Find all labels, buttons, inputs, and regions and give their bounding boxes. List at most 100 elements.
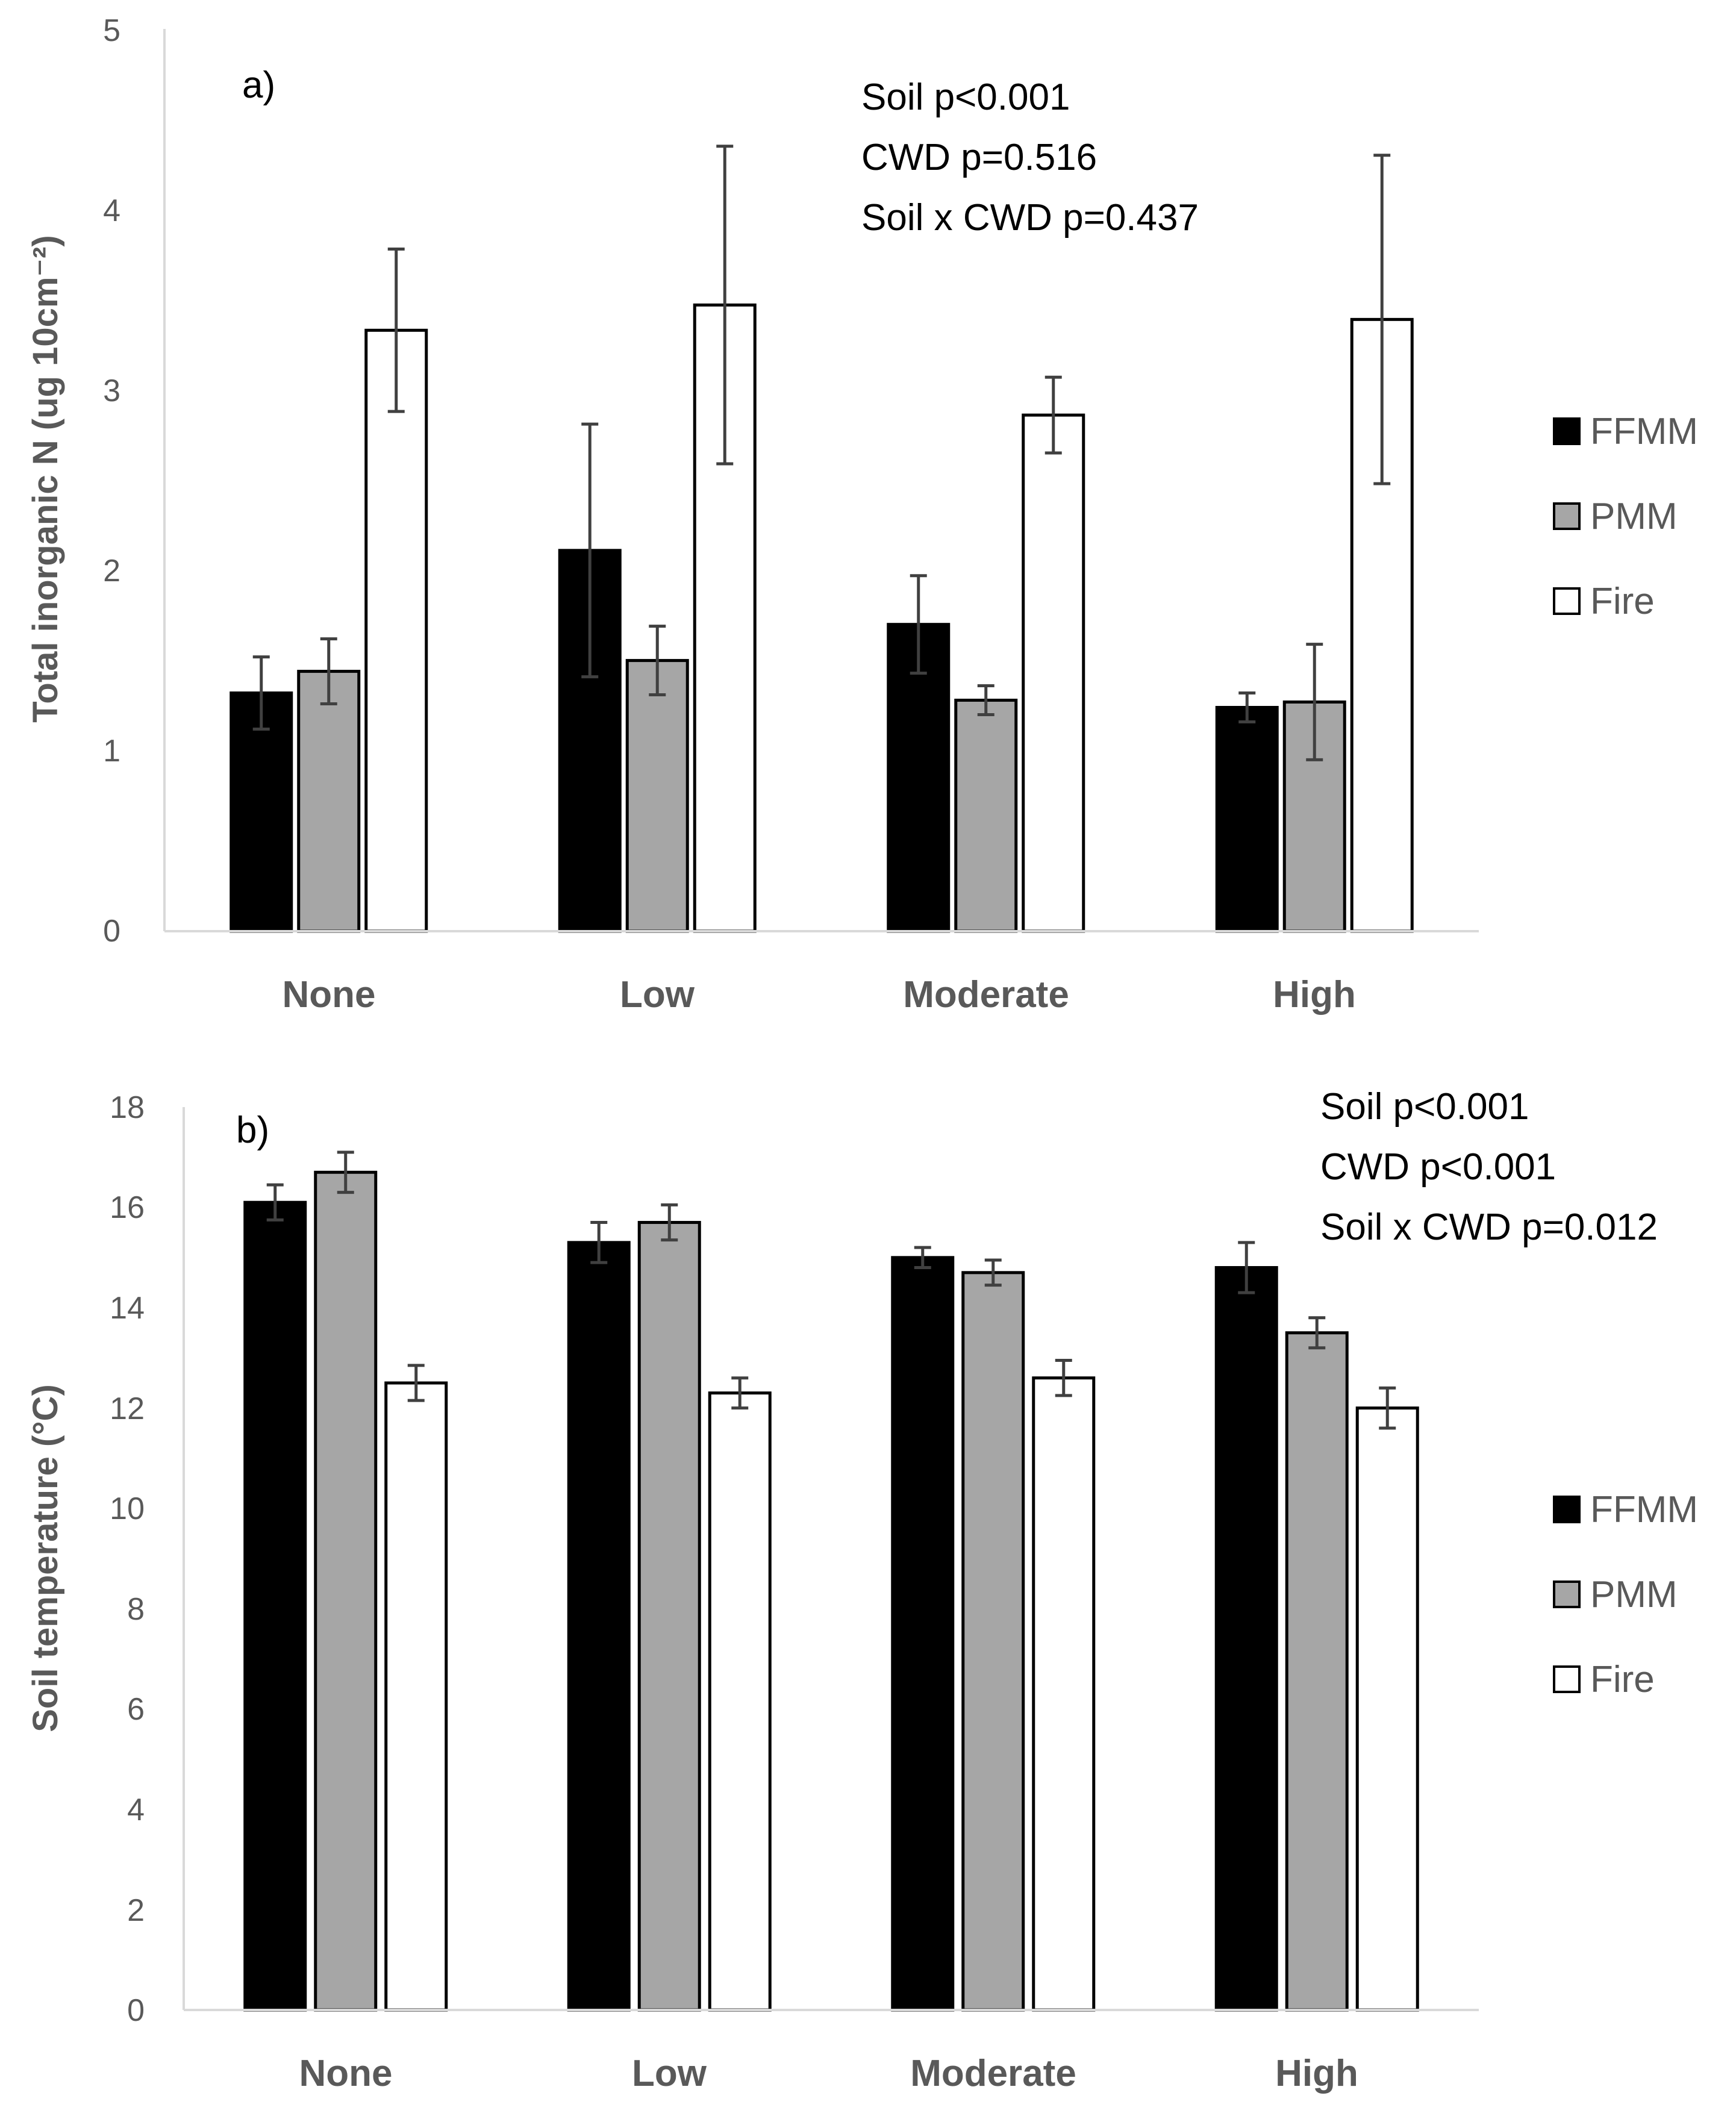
error-bar-pmm-high bbox=[1306, 643, 1323, 761]
error-bar-pmm-moderate bbox=[977, 684, 994, 716]
legend-swatch-fire bbox=[1553, 587, 1581, 615]
error-bar-pmm-none bbox=[320, 637, 337, 705]
legend-label-pmm: PMM bbox=[1590, 496, 1678, 537]
category-labels-b: None Low Moderate High bbox=[299, 2053, 1358, 2094]
y-axis-label-a: Total inorganic N (ug 10cm⁻²) bbox=[26, 235, 65, 722]
y-tick-label: 14 bbox=[110, 1291, 145, 1326]
category-labels-a: None Low Moderate High bbox=[283, 974, 1356, 1016]
category-label: Low bbox=[620, 974, 695, 1016]
legend-swatch-ffmm bbox=[1553, 1496, 1581, 1523]
legend-a: FFMM PMM Fire bbox=[1553, 411, 1698, 622]
y-tick-label: 6 bbox=[127, 1692, 145, 1727]
y-tick-label: 1 bbox=[103, 734, 120, 769]
legend-label-ffmm: FFMM bbox=[1590, 411, 1698, 452]
bar-fire-high bbox=[1355, 1406, 1419, 2012]
stat-annotation: CWD p=0.516 bbox=[861, 137, 1097, 178]
panel-label-b: b) bbox=[236, 1109, 269, 1151]
y-tick-label: 8 bbox=[127, 1592, 145, 1627]
legend-swatch-pmm bbox=[1553, 1580, 1581, 1608]
y-tick-label: 3 bbox=[103, 373, 120, 408]
y-tick-label: 5 bbox=[103, 13, 120, 48]
bar-pmm-none bbox=[314, 1170, 378, 2012]
legend-label-fire: Fire bbox=[1590, 581, 1655, 622]
error-bar-fire-none bbox=[407, 1364, 425, 1402]
error-bar-fire-low bbox=[731, 1376, 749, 1410]
error-bar-pmm-moderate bbox=[984, 1258, 1002, 1287]
bar-pmm-none bbox=[297, 670, 361, 933]
bar-ffmm-none bbox=[243, 1200, 307, 2012]
y-tick-label: 10 bbox=[110, 1491, 145, 1526]
legend-swatch-fire bbox=[1553, 1665, 1581, 1693]
chart-panel-b: 0 2 4 6 8 10 12 14 16 18 Soil temperatur… bbox=[26, 1086, 1698, 2094]
y-tick-label: 12 bbox=[110, 1391, 145, 1426]
bar-pmm-moderate bbox=[961, 1271, 1025, 2012]
bar-ffmm-none bbox=[229, 691, 293, 933]
stat-annotation: Soil p<0.001 bbox=[861, 76, 1070, 118]
error-bar-ffmm-moderate bbox=[910, 574, 927, 675]
error-bar-pmm-none bbox=[337, 1150, 354, 1194]
bar-ffmm-moderate bbox=[887, 623, 951, 933]
legend-label-fire: Fire bbox=[1590, 1659, 1655, 1700]
y-axis-label-b: Soil temperature (°C) bbox=[26, 1384, 65, 1732]
category-label: None bbox=[299, 2053, 393, 2094]
error-bar-ffmm-moderate bbox=[914, 1246, 931, 1269]
y-tick-label: 2 bbox=[103, 554, 120, 588]
error-bar-ffmm-low bbox=[581, 422, 599, 679]
y-tick-label: 16 bbox=[110, 1190, 145, 1225]
category-label: Moderate bbox=[903, 974, 1069, 1016]
bar-ffmm-high bbox=[1214, 1265, 1278, 2012]
error-bar-fire-high bbox=[1373, 154, 1391, 485]
error-bar-ffmm-high bbox=[1238, 691, 1256, 723]
bar-ffmm-moderate bbox=[891, 1256, 955, 2012]
panel-label-a: a) bbox=[242, 64, 275, 106]
bar-fire-moderate bbox=[1032, 1376, 1096, 2012]
bar-pmm-low bbox=[637, 1221, 701, 2012]
error-bar-ffmm-high bbox=[1238, 1241, 1255, 1294]
category-label: High bbox=[1273, 974, 1356, 1016]
stats-annotations-b: Soil p<0.001 CWD p<0.001 Soil x CWD p=0.… bbox=[1320, 1086, 1658, 1248]
stat-annotation: CWD p<0.001 bbox=[1320, 1146, 1556, 1188]
error-bar-ffmm-none bbox=[266, 1183, 284, 1222]
y-tick-labels-a: 0 1 2 3 4 5 bbox=[103, 13, 120, 949]
chart-panel-a: 0 1 2 3 4 5 Total inorganic N (ug 10cm⁻²… bbox=[26, 13, 1698, 1016]
bar-ffmm-high bbox=[1215, 705, 1279, 933]
legend-label-pmm: PMM bbox=[1590, 1574, 1678, 1615]
error-bar-fire-high bbox=[1379, 1386, 1396, 1430]
y-tick-label: 2 bbox=[127, 1893, 145, 1928]
bar-fire-none bbox=[364, 328, 428, 933]
stat-annotation: Soil x CWD p=0.012 bbox=[1320, 1206, 1658, 1248]
category-label: Moderate bbox=[910, 2053, 1076, 2094]
error-bar-fire-moderate bbox=[1044, 375, 1062, 455]
legend-swatch-ffmm bbox=[1553, 417, 1581, 445]
error-bar-fire-none bbox=[387, 248, 405, 413]
y-tick-label: 0 bbox=[103, 914, 120, 949]
category-label: None bbox=[283, 974, 376, 1016]
legend-label-ffmm: FFMM bbox=[1590, 1489, 1698, 1531]
category-label: Low bbox=[632, 2053, 707, 2094]
stat-annotation: Soil p<0.001 bbox=[1320, 1086, 1529, 1128]
y-tick-labels-b: 0 2 4 6 8 10 12 14 16 18 bbox=[110, 1090, 145, 2028]
y-tick-label: 0 bbox=[127, 1993, 145, 2028]
legend-b: FFMM PMM Fire bbox=[1553, 1489, 1698, 1700]
error-bar-ffmm-low bbox=[590, 1221, 608, 1264]
bars-group-a bbox=[229, 145, 1414, 933]
bars-group-b bbox=[243, 1150, 1419, 2012]
error-bar-fire-moderate bbox=[1055, 1359, 1072, 1397]
y-tick-label: 4 bbox=[103, 193, 120, 228]
bar-fire-none bbox=[384, 1381, 448, 2012]
bar-fire-moderate bbox=[1022, 413, 1085, 933]
error-bar-pmm-low bbox=[649, 625, 666, 697]
bar-ffmm-low bbox=[567, 1241, 631, 2012]
bar-pmm-moderate bbox=[954, 699, 1018, 933]
bar-fire-low bbox=[708, 1391, 772, 2012]
error-bar-fire-low bbox=[716, 145, 734, 466]
stats-annotations-a: Soil p<0.001 CWD p=0.516 Soil x CWD p=0.… bbox=[861, 76, 1199, 239]
y-tick-label: 18 bbox=[110, 1090, 145, 1125]
y-tick-label: 4 bbox=[127, 1793, 145, 1827]
error-bar-pmm-high bbox=[1308, 1316, 1326, 1350]
bar-pmm-low bbox=[625, 659, 689, 933]
stat-annotation: Soil x CWD p=0.437 bbox=[861, 197, 1199, 239]
legend-swatch-pmm bbox=[1553, 502, 1581, 530]
bar-pmm-high bbox=[1285, 1331, 1349, 2012]
